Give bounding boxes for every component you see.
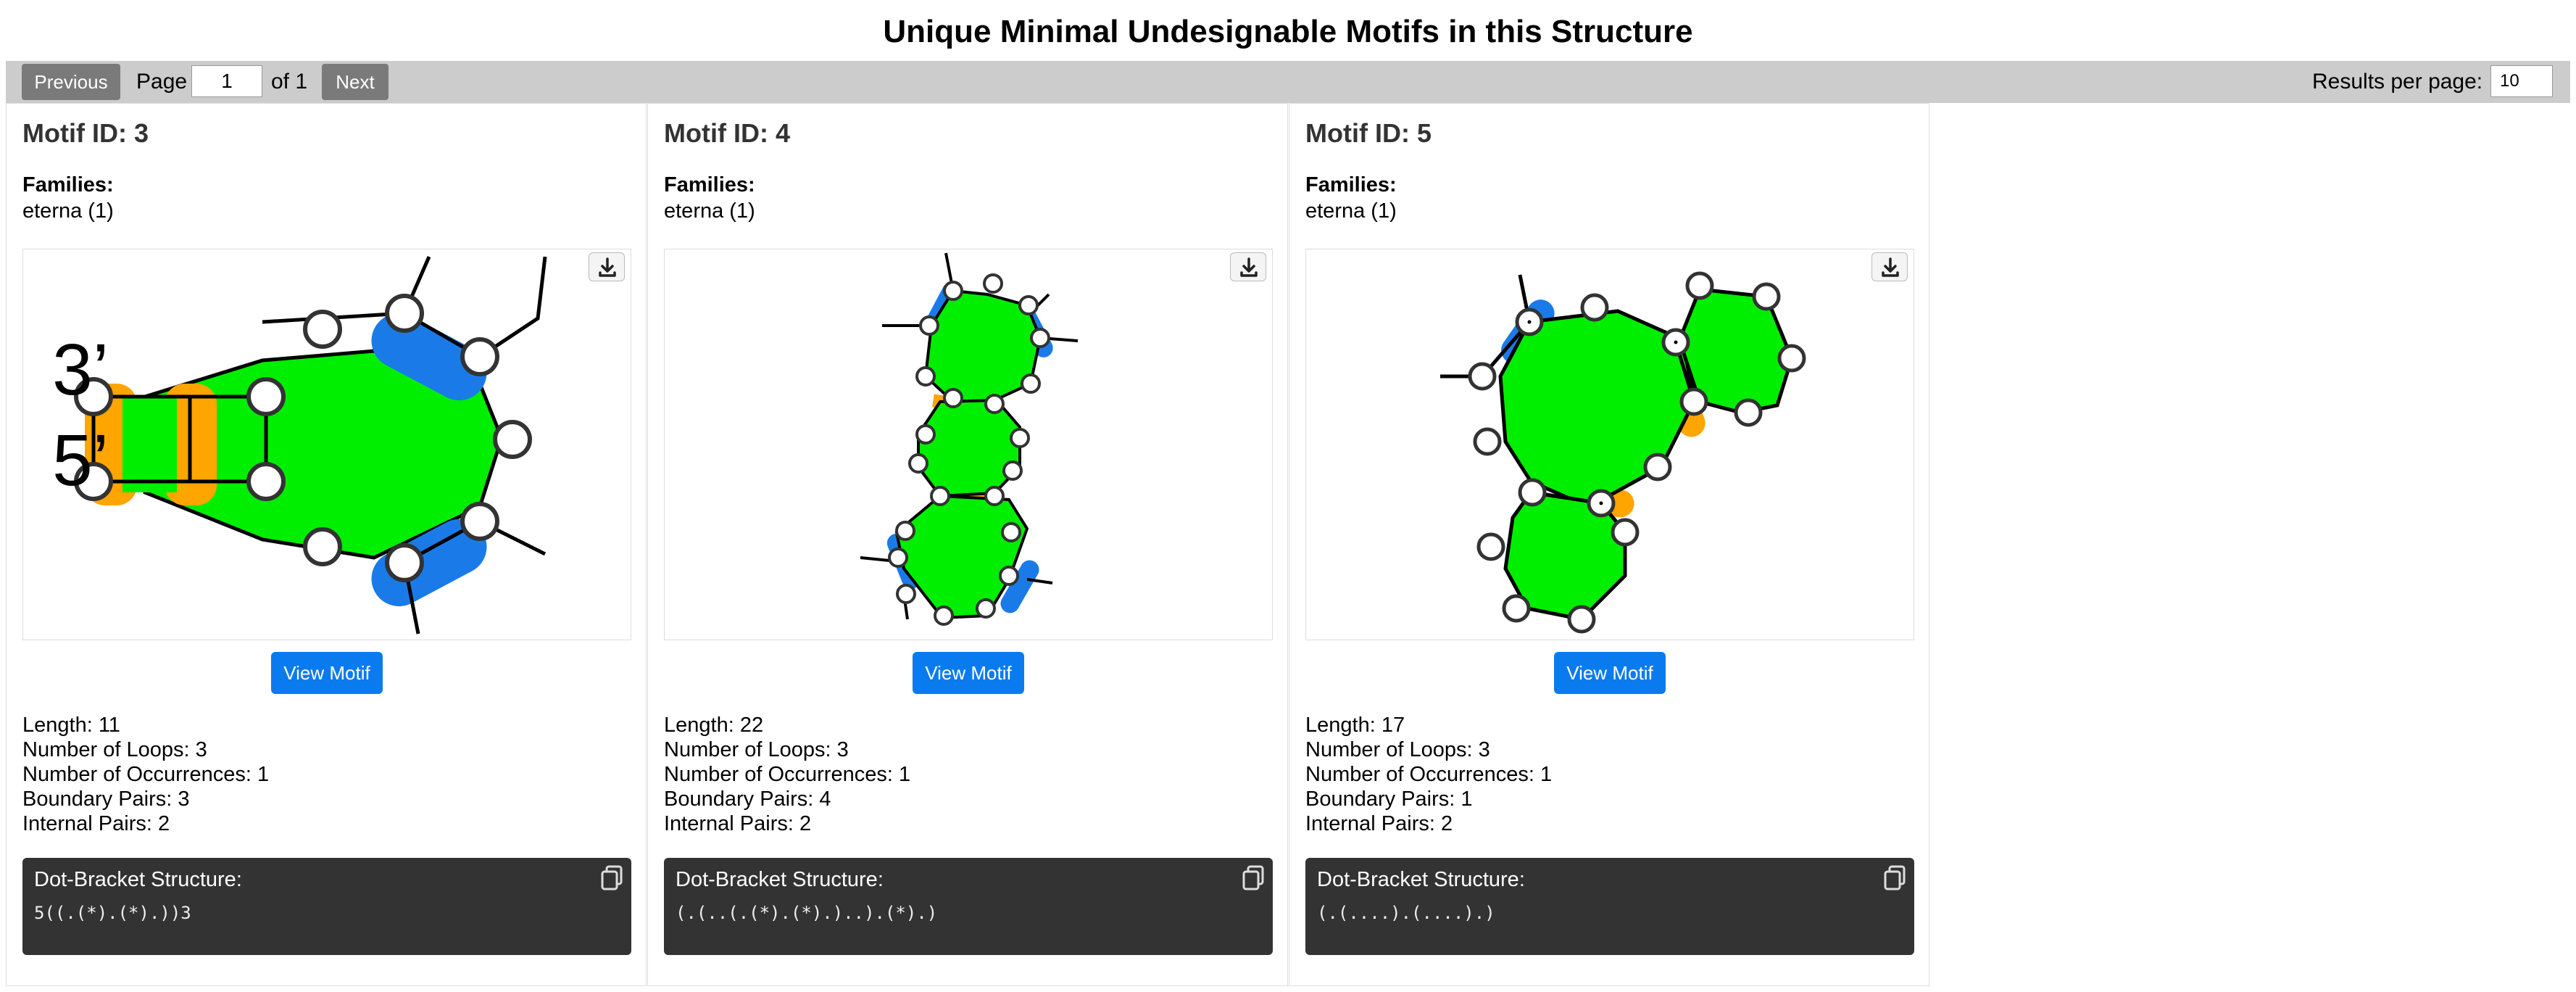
motif-structure-diagram bbox=[1440, 271, 1806, 634]
dot-bracket-box: Dot-Bracket Structure: 5((.(*).(*).))3 bbox=[22, 858, 631, 955]
motif-structure-diagram: 3’ 5’ bbox=[52, 256, 547, 635]
results-per-page-input[interactable] bbox=[2490, 65, 2553, 97]
internal-pairs-text: Internal Pairs: 2 bbox=[664, 812, 812, 835]
occurrences-text: Number of Occurrences: 1 bbox=[22, 763, 270, 786]
internal-pairs-text: Internal Pairs: 2 bbox=[22, 812, 170, 835]
families-label: Families: bbox=[22, 173, 114, 197]
download-icon[interactable] bbox=[589, 252, 625, 281]
copy-icon[interactable] bbox=[1882, 864, 1907, 891]
length-text: Length: 17 bbox=[1305, 714, 1405, 737]
view-motif-button[interactable]: View Motif bbox=[913, 652, 1024, 694]
motif-image bbox=[664, 249, 1273, 640]
download-icon[interactable] bbox=[1871, 252, 1908, 281]
page-number-input[interactable] bbox=[191, 65, 262, 97]
dot-bracket-box: Dot-Bracket Structure: (.(..(.(*).(*).).… bbox=[664, 858, 1273, 955]
loops-text: Number of Loops: 3 bbox=[664, 738, 849, 761]
motif-stats: Length: 17 Number of Loops: 3 Number of … bbox=[1305, 713, 1552, 836]
copy-icon[interactable] bbox=[1241, 864, 1266, 891]
copy-icon[interactable] bbox=[599, 864, 624, 891]
motif-image: 3’ 5’ bbox=[22, 249, 631, 640]
pagination-bar: Previous Page of 1 Next Results per page… bbox=[6, 61, 2570, 103]
motif-title: Motif ID: 5 bbox=[1305, 118, 1432, 148]
dot-bracket-label: Dot-Bracket Structure: bbox=[34, 868, 242, 891]
motif-title: Motif ID: 4 bbox=[664, 118, 790, 148]
families-label: Families: bbox=[1305, 173, 1397, 197]
boundary-pairs-text: Boundary Pairs: 1 bbox=[1305, 788, 1473, 811]
boundary-pairs-text: Boundary Pairs: 3 bbox=[22, 788, 190, 811]
families-value: eterna (1) bbox=[1305, 199, 1397, 223]
motif-card: Motif ID: 5 Families: eterna (1) bbox=[1289, 103, 1929, 986]
view-motif-button[interactable]: View Motif bbox=[271, 652, 383, 694]
view-motif-button[interactable]: View Motif bbox=[1554, 652, 1666, 694]
dot-bracket-value: (.(..(.(*).(*).)..).(*).) bbox=[676, 903, 938, 923]
download-icon[interactable] bbox=[1230, 252, 1266, 281]
previous-button[interactable]: Previous bbox=[22, 64, 120, 100]
families-label: Families: bbox=[664, 173, 755, 197]
length-text: Length: 22 bbox=[664, 714, 764, 737]
three-prime-label: 3’ bbox=[52, 329, 109, 410]
motif-stats: Length: 22 Number of Loops: 3 Number of … bbox=[664, 713, 910, 836]
motif-card: Motif ID: 3 Families: eterna (1) bbox=[6, 103, 647, 986]
occurrences-text: Number of Occurrences: 1 bbox=[664, 763, 911, 786]
occurrences-text: Number of Occurrences: 1 bbox=[1305, 763, 1553, 786]
next-button[interactable]: Next bbox=[322, 64, 389, 100]
motif-card: Motif ID: 4 Families: eterna (1) bbox=[647, 103, 1288, 986]
motif-structure-diagram bbox=[860, 252, 1079, 626]
families-value: eterna (1) bbox=[22, 199, 114, 223]
length-text: Length: 11 bbox=[22, 714, 120, 737]
dot-bracket-label: Dot-Bracket Structure: bbox=[676, 868, 884, 891]
page-label: Page bbox=[136, 70, 188, 94]
dot-bracket-value: 5((.(*).(*).))3 bbox=[34, 903, 191, 923]
results-per-page-label: Results per page: bbox=[2312, 70, 2483, 94]
five-prime-label: 5’ bbox=[52, 420, 109, 501]
motif-cards: Motif ID: 3 Families: eterna (1) bbox=[6, 103, 1929, 986]
internal-pairs-text: Internal Pairs: 2 bbox=[1305, 812, 1453, 835]
page-count-label: of 1 bbox=[271, 70, 308, 94]
loops-text: Number of Loops: 3 bbox=[1305, 738, 1490, 761]
page-title: Unique Minimal Undesignable Motifs in th… bbox=[883, 14, 1693, 49]
dot-bracket-value: (.(....).(....).) bbox=[1317, 903, 1495, 923]
families-value: eterna (1) bbox=[664, 199, 755, 223]
boundary-pairs-text: Boundary Pairs: 4 bbox=[664, 788, 831, 811]
motif-stats: Length: 11 Number of Loops: 3 Number of … bbox=[22, 713, 269, 836]
dot-bracket-label: Dot-Bracket Structure: bbox=[1317, 868, 1525, 891]
motif-image bbox=[1305, 249, 1914, 640]
loops-text: Number of Loops: 3 bbox=[22, 738, 207, 761]
dot-bracket-box: Dot-Bracket Structure: (.(....).(....).) bbox=[1305, 858, 1914, 955]
motif-title: Motif ID: 3 bbox=[22, 118, 149, 148]
